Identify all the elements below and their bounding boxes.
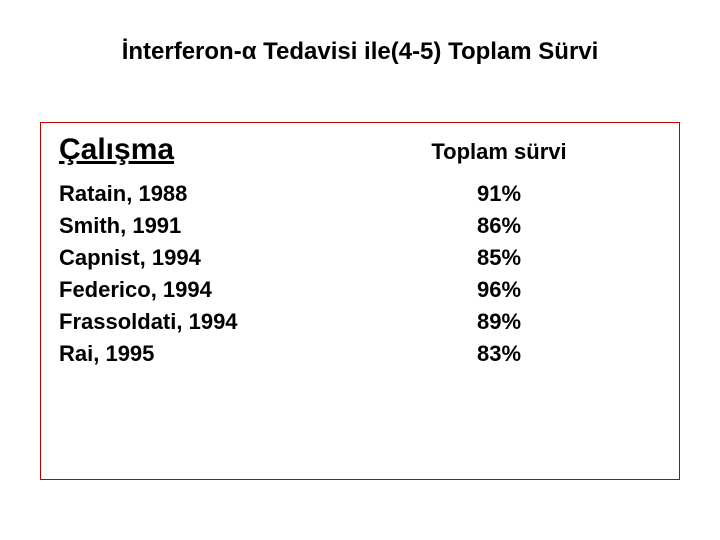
header-study: Çalışma — [59, 133, 399, 167]
cell-survival: 83% — [399, 341, 599, 367]
cell-survival: 91% — [399, 181, 599, 207]
cell-study: Capnist, 1994 — [59, 245, 399, 271]
cell-survival: 86% — [399, 213, 599, 239]
slide-title: İnterferon-α Tedavisi ile(4-5) Toplam Sü… — [0, 38, 720, 66]
table-row: Federico, 1994 96% — [59, 277, 661, 303]
header-survival: Toplam sürvi — [399, 139, 599, 165]
content-box: Çalışma Toplam sürvi Ratain, 1988 91% Sm… — [40, 122, 680, 480]
cell-survival: 85% — [399, 245, 599, 271]
cell-study: Rai, 1995 — [59, 341, 399, 367]
cell-survival: 96% — [399, 277, 599, 303]
table-row: Smith, 1991 86% — [59, 213, 661, 239]
cell-study: Smith, 1991 — [59, 213, 399, 239]
table-row: Rai, 1995 83% — [59, 341, 661, 367]
table-row: Frassoldati, 1994 89% — [59, 309, 661, 335]
cell-study: Ratain, 1988 — [59, 181, 399, 207]
cell-study: Frassoldati, 1994 — [59, 309, 399, 335]
table-header-row: Çalışma Toplam sürvi — [59, 133, 661, 167]
table-row: Capnist, 1994 85% — [59, 245, 661, 271]
cell-survival: 89% — [399, 309, 599, 335]
table-row: Ratain, 1988 91% — [59, 181, 661, 207]
slide: İnterferon-α Tedavisi ile(4-5) Toplam Sü… — [0, 0, 720, 540]
cell-study: Federico, 1994 — [59, 277, 399, 303]
